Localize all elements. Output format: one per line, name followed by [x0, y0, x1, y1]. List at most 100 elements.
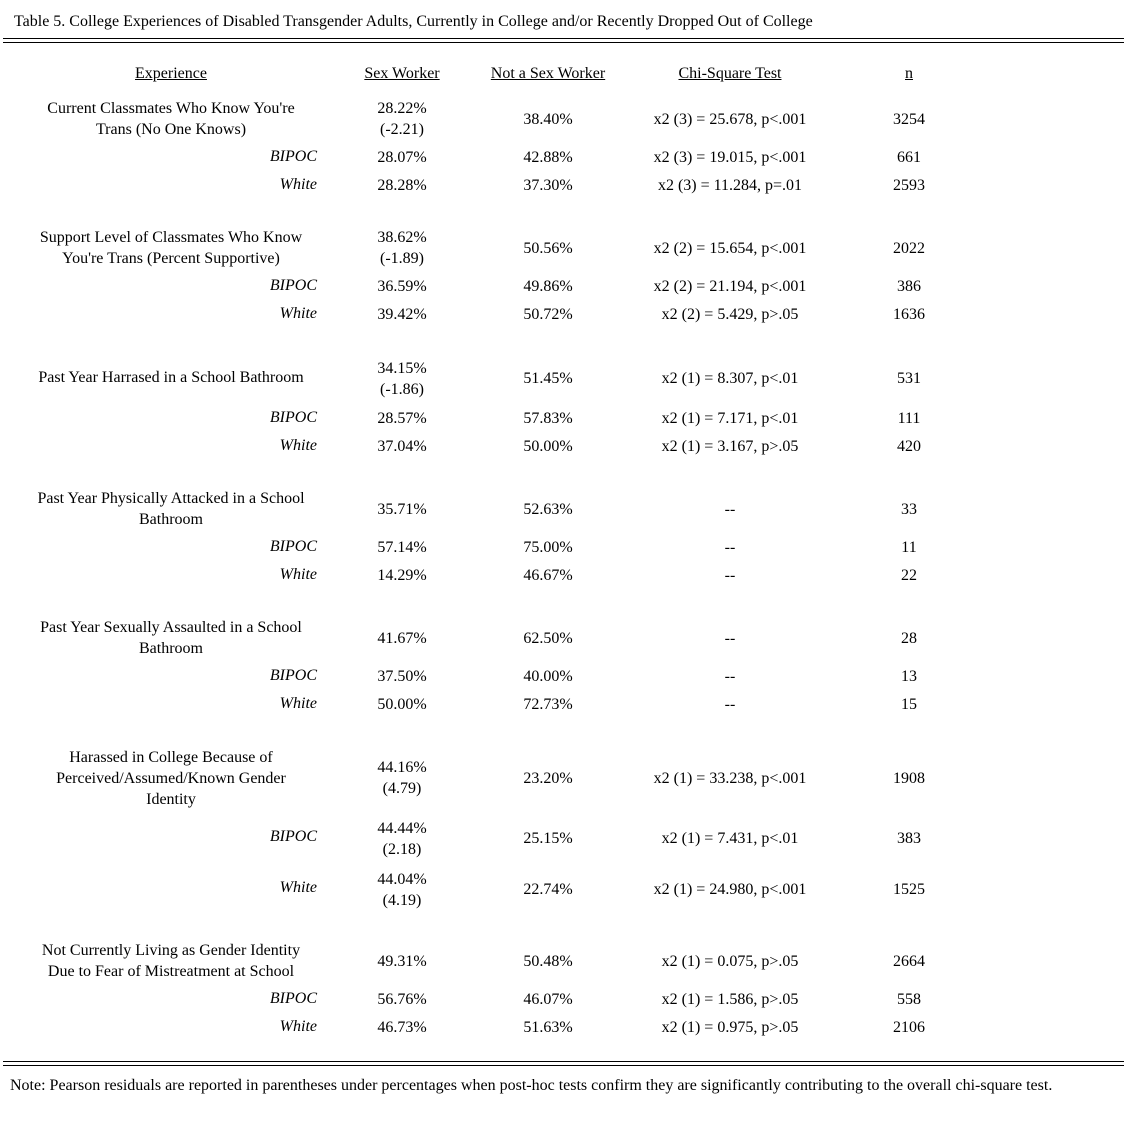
- sex-worker-cell: 41.67%: [377, 629, 427, 647]
- sex-worker-cell: 14.29%: [377, 566, 427, 584]
- table-row-bipoc: BIPOC 56.76% 46.07% x2 (1) = 1.586, p>.0…: [3, 985, 1124, 1013]
- n-cell: 28: [901, 629, 917, 647]
- n-cell: 661: [897, 148, 921, 166]
- subgroup-label: White: [279, 437, 317, 454]
- not-sex-worker-cell: 50.48%: [523, 952, 573, 970]
- chi-square-cell: x2 (2) = 5.429, p>.05: [661, 305, 799, 323]
- not-sex-worker-cell: 42.88%: [523, 148, 573, 166]
- n-cell: 420: [897, 437, 921, 455]
- n-cell: 11: [901, 538, 917, 556]
- sex-worker-cell: 28.28%: [377, 176, 427, 194]
- sex-worker-cell: 37.50%: [377, 667, 427, 685]
- table-row-main: Current Classmates Who Know You're Trans…: [3, 95, 1124, 143]
- experience-cell: Past Year Sexually Assaulted in a School…: [40, 619, 302, 657]
- n-cell: 3254: [893, 110, 925, 128]
- table-row-white: White 28.28% 37.30% x2 (3) = 11.284, p=.…: [3, 171, 1124, 199]
- n-cell: 2593: [893, 176, 925, 194]
- header-chi-square-test: Chi-Square Test: [678, 65, 782, 82]
- subgroup-label: White: [279, 879, 317, 896]
- subgroup-label: White: [279, 1018, 317, 1035]
- n-cell: 2664: [893, 952, 925, 970]
- not-sex-worker-cell: 25.15%: [523, 830, 573, 847]
- n-cell: 2106: [893, 1018, 925, 1036]
- subgroup-label: White: [279, 305, 317, 322]
- sex-worker-cell: 37.04%: [377, 437, 427, 455]
- chi-square-cell: x2 (2) = 21.194, p<.001: [653, 277, 807, 295]
- bottom-rule: [3, 1061, 1124, 1066]
- table-row-main: Past Year Physically Attacked in a Schoo…: [3, 485, 1124, 533]
- subgroup-label: BIPOC: [269, 277, 317, 294]
- experience-cell: Current Classmates Who Know You're Trans…: [47, 100, 295, 138]
- chi-square-cell: x2 (1) = 0.075, p>.05: [661, 952, 799, 970]
- sex-worker-cell: 35.71%: [377, 500, 427, 518]
- chi-square-cell: x2 (1) = 7.171, p<.01: [661, 409, 799, 427]
- table-row-white: White 14.29% 46.67% -- 22: [3, 561, 1124, 589]
- experience-cell: Harassed in College Because of Perceived…: [56, 748, 286, 808]
- table-row-bipoc: BIPOC 28.07% 42.88% x2 (3) = 19.015, p<.…: [3, 143, 1124, 171]
- not-sex-worker-cell: 75.00%: [523, 538, 573, 556]
- n-cell: 2022: [893, 239, 925, 257]
- n-cell: 22: [901, 566, 917, 584]
- table-row-main: Not Currently Living as Gender Identity …: [3, 937, 1124, 985]
- sex-worker-cell: 57.14%: [377, 538, 427, 556]
- residual-value: (4.19): [382, 891, 422, 909]
- not-sex-worker-cell: 49.86%: [523, 277, 573, 295]
- chi-square-cell: x2 (2) = 15.654, p<.001: [653, 239, 807, 257]
- chi-square-cell: x2 (1) = 8.307, p<.01: [661, 370, 799, 387]
- table-row-main: Harassed in College Because of Perceived…: [3, 743, 1124, 813]
- sex-worker-cell: 49.31%: [377, 952, 427, 970]
- not-sex-worker-cell: 37.30%: [523, 176, 573, 194]
- chi-square-cell: --: [724, 500, 736, 518]
- header-n: n: [905, 65, 913, 82]
- not-sex-worker-cell: 38.40%: [523, 110, 573, 128]
- subgroup-label: BIPOC: [269, 990, 317, 1007]
- subgroup-label: White: [279, 176, 317, 193]
- table-row-main: Past Year Sexually Assaulted in a School…: [3, 614, 1124, 662]
- n-cell: 33: [901, 500, 917, 518]
- table-row-white: White 50.00% 72.73% -- 15: [3, 690, 1124, 718]
- chi-square-cell: x2 (1) = 24.980, p<.001: [653, 881, 807, 898]
- experience-cell: Past Year Harrased in a School Bathroom: [38, 368, 304, 386]
- header-row: Experience Sex Worker Not a Sex Worker C…: [3, 43, 1124, 87]
- not-sex-worker-cell: 51.63%: [523, 1018, 573, 1036]
- table-row-bipoc: BIPOC 57.14% 75.00% -- 11: [3, 533, 1124, 561]
- not-sex-worker-cell: 50.72%: [523, 305, 573, 323]
- n-cell: 1525: [893, 881, 925, 898]
- n-cell: 1636: [893, 305, 925, 323]
- table-row-bipoc: BIPOC 36.59% 49.86% x2 (2) = 21.194, p<.…: [3, 272, 1124, 300]
- chi-square-cell: --: [724, 538, 736, 556]
- chi-square-cell: --: [724, 566, 736, 584]
- chi-square-cell: x2 (1) = 0.975, p>.05: [661, 1018, 799, 1036]
- n-cell: 15: [901, 695, 917, 713]
- header-not-a-sex-worker: Not a Sex Worker: [490, 65, 606, 82]
- top-rule: [3, 38, 1124, 43]
- table-note: Note: Pearson residuals are reported in …: [10, 1077, 1053, 1094]
- sex-worker-cell: 36.59%: [377, 277, 427, 295]
- sex-worker-cell: 46.73%: [377, 1018, 427, 1036]
- chi-square-cell: --: [724, 667, 736, 685]
- residual-value: (-1.89): [380, 250, 424, 267]
- not-sex-worker-cell: 52.63%: [523, 500, 573, 518]
- chi-square-cell: x2 (1) = 33.238, p<.001: [653, 769, 807, 787]
- sex-worker-cell: 38.62% (-1.89): [339, 224, 465, 272]
- residual-value: (-2.21): [380, 121, 424, 138]
- not-sex-worker-cell: 46.07%: [523, 990, 573, 1008]
- n-cell: 531: [897, 370, 921, 387]
- not-sex-worker-cell: 22.74%: [523, 881, 573, 898]
- header-filler: [989, 43, 1124, 87]
- table-title: Table 5. College Experiences of Disabled…: [14, 13, 813, 30]
- sex-worker-cell: 28.22% (-2.21): [339, 95, 465, 143]
- table-row-white: White 46.73% 51.63% x2 (1) = 0.975, p>.0…: [3, 1013, 1124, 1041]
- table-row-bipoc: BIPOC 28.57% 57.83% x2 (1) = 7.171, p<.0…: [3, 404, 1124, 432]
- chi-square-cell: x2 (1) = 1.586, p>.05: [661, 990, 799, 1008]
- subgroup-label: BIPOC: [269, 667, 317, 684]
- not-sex-worker-cell: 50.00%: [523, 437, 573, 455]
- header-sex-worker: Sex Worker: [364, 65, 440, 82]
- not-sex-worker-cell: 57.83%: [523, 409, 573, 427]
- subgroup-label: White: [279, 566, 317, 583]
- subgroup-label: BIPOC: [269, 538, 317, 555]
- residual-value: (-1.86): [380, 380, 424, 398]
- n-cell: 111: [897, 409, 921, 427]
- sex-worker-cell: 44.16% (4.79): [339, 743, 465, 813]
- subgroup-label: BIPOC: [269, 409, 317, 426]
